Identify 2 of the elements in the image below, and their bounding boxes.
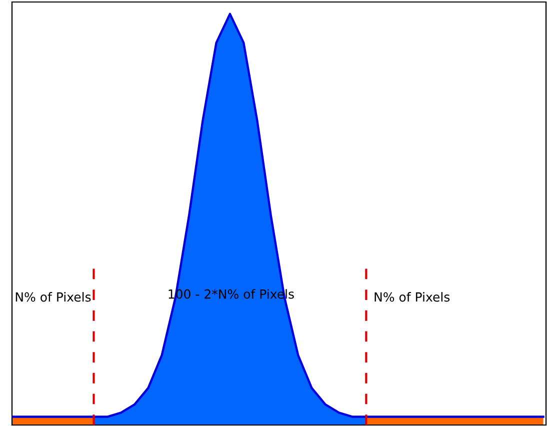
annotation: N% of Pixels — [16, 292, 91, 302]
annotation: N% of Pixels — [374, 292, 450, 302]
